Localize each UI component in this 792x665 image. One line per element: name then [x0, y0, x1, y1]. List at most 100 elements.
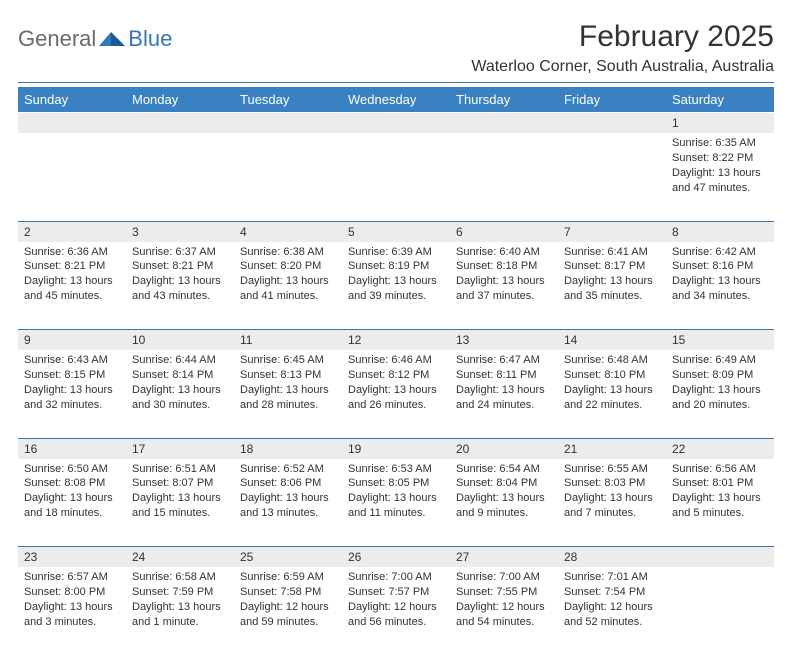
- day-number-cell: 18: [234, 438, 342, 459]
- sunrise-text: Sunrise: 6:36 AM: [24, 245, 120, 260]
- page-title: February 2025: [471, 20, 774, 54]
- day-number-cell: [450, 113, 558, 134]
- day-details-cell: Sunrise: 6:46 AMSunset: 8:12 PMDaylight:…: [342, 350, 450, 438]
- title-block: February 2025 Waterloo Corner, South Aus…: [471, 20, 774, 76]
- day-details-cell: Sunrise: 6:59 AMSunset: 7:58 PMDaylight:…: [234, 567, 342, 655]
- daylight-text: Daylight: 12 hours and 54 minutes.: [456, 600, 552, 630]
- daylight-text: Daylight: 13 hours and 41 minutes.: [240, 274, 336, 304]
- daynum-row: 2345678: [18, 221, 774, 242]
- sunset-text: Sunset: 8:04 PM: [456, 476, 552, 491]
- sunset-text: Sunset: 8:17 PM: [564, 259, 660, 274]
- logo-mark-icon: [98, 29, 126, 49]
- day-details-cell: Sunrise: 6:51 AMSunset: 8:07 PMDaylight:…: [126, 459, 234, 547]
- details-row: Sunrise: 6:35 AMSunset: 8:22 PMDaylight:…: [18, 133, 774, 221]
- day-number-cell: [18, 113, 126, 134]
- sunset-text: Sunset: 8:15 PM: [24, 368, 120, 383]
- day-details-cell: Sunrise: 6:45 AMSunset: 8:13 PMDaylight:…: [234, 350, 342, 438]
- sunset-text: Sunset: 8:07 PM: [132, 476, 228, 491]
- sunrise-text: Sunrise: 6:58 AM: [132, 570, 228, 585]
- day-details-cell: Sunrise: 7:00 AMSunset: 7:57 PMDaylight:…: [342, 567, 450, 655]
- daylight-text: Daylight: 13 hours and 47 minutes.: [672, 166, 768, 196]
- sunrise-text: Sunrise: 6:42 AM: [672, 245, 768, 260]
- sunrise-text: Sunrise: 6:57 AM: [24, 570, 120, 585]
- sunset-text: Sunset: 8:18 PM: [456, 259, 552, 274]
- sunrise-text: Sunrise: 6:54 AM: [456, 462, 552, 477]
- day-details-cell: Sunrise: 6:41 AMSunset: 8:17 PMDaylight:…: [558, 242, 666, 330]
- day-number-cell: 14: [558, 330, 666, 351]
- day-header: Sunday: [18, 87, 126, 113]
- sunrise-text: Sunrise: 6:38 AM: [240, 245, 336, 260]
- day-details-cell: [342, 133, 450, 221]
- details-row: Sunrise: 6:36 AMSunset: 8:21 PMDaylight:…: [18, 242, 774, 330]
- sunset-text: Sunset: 8:06 PM: [240, 476, 336, 491]
- header-rule: [18, 82, 774, 83]
- sunset-text: Sunset: 7:55 PM: [456, 585, 552, 600]
- sunrise-text: Sunrise: 6:37 AM: [132, 245, 228, 260]
- day-number-cell: 3: [126, 221, 234, 242]
- day-details-cell: Sunrise: 6:54 AMSunset: 8:04 PMDaylight:…: [450, 459, 558, 547]
- daylight-text: Daylight: 13 hours and 11 minutes.: [348, 491, 444, 521]
- day-details-cell: Sunrise: 6:49 AMSunset: 8:09 PMDaylight:…: [666, 350, 774, 438]
- logo: General Blue: [18, 20, 172, 52]
- day-details-cell: [18, 133, 126, 221]
- day-details-cell: Sunrise: 7:00 AMSunset: 7:55 PMDaylight:…: [450, 567, 558, 655]
- day-number-cell: 8: [666, 221, 774, 242]
- day-details-cell: Sunrise: 6:35 AMSunset: 8:22 PMDaylight:…: [666, 133, 774, 221]
- day-details-cell: [558, 133, 666, 221]
- day-number-cell: 12: [342, 330, 450, 351]
- day-details-cell: Sunrise: 6:56 AMSunset: 8:01 PMDaylight:…: [666, 459, 774, 547]
- day-number-cell: 25: [234, 547, 342, 568]
- day-header: Tuesday: [234, 87, 342, 113]
- calendar-page: General Blue February 2025 Waterloo Corn…: [0, 0, 792, 665]
- day-details-cell: Sunrise: 6:37 AMSunset: 8:21 PMDaylight:…: [126, 242, 234, 330]
- day-header: Saturday: [666, 87, 774, 113]
- day-number-cell: [666, 547, 774, 568]
- sunset-text: Sunset: 8:14 PM: [132, 368, 228, 383]
- sunset-text: Sunset: 8:10 PM: [564, 368, 660, 383]
- logo-text-general: General: [18, 26, 96, 52]
- calendar-body: 1Sunrise: 6:35 AMSunset: 8:22 PMDaylight…: [18, 113, 774, 656]
- sunset-text: Sunset: 8:21 PM: [24, 259, 120, 274]
- day-details-cell: Sunrise: 6:50 AMSunset: 8:08 PMDaylight:…: [18, 459, 126, 547]
- header: General Blue February 2025 Waterloo Corn…: [18, 20, 774, 76]
- sunrise-text: Sunrise: 6:56 AM: [672, 462, 768, 477]
- day-details-cell: Sunrise: 7:01 AMSunset: 7:54 PMDaylight:…: [558, 567, 666, 655]
- daynum-row: 9101112131415: [18, 330, 774, 351]
- daylight-text: Daylight: 13 hours and 13 minutes.: [240, 491, 336, 521]
- day-details-cell: Sunrise: 6:58 AMSunset: 7:59 PMDaylight:…: [126, 567, 234, 655]
- sunrise-text: Sunrise: 6:53 AM: [348, 462, 444, 477]
- day-header: Thursday: [450, 87, 558, 113]
- day-number-cell: 7: [558, 221, 666, 242]
- day-details-cell: Sunrise: 6:39 AMSunset: 8:19 PMDaylight:…: [342, 242, 450, 330]
- day-header: Monday: [126, 87, 234, 113]
- day-details-cell: Sunrise: 6:57 AMSunset: 8:00 PMDaylight:…: [18, 567, 126, 655]
- daylight-text: Daylight: 12 hours and 52 minutes.: [564, 600, 660, 630]
- sunset-text: Sunset: 8:13 PM: [240, 368, 336, 383]
- sunrise-text: Sunrise: 7:00 AM: [456, 570, 552, 585]
- daylight-text: Daylight: 13 hours and 35 minutes.: [564, 274, 660, 304]
- sunrise-text: Sunrise: 6:35 AM: [672, 136, 768, 151]
- day-header-row: Sunday Monday Tuesday Wednesday Thursday…: [18, 87, 774, 113]
- day-number-cell: [558, 113, 666, 134]
- details-row: Sunrise: 6:43 AMSunset: 8:15 PMDaylight:…: [18, 350, 774, 438]
- daylight-text: Daylight: 13 hours and 43 minutes.: [132, 274, 228, 304]
- day-number-cell: 19: [342, 438, 450, 459]
- daylight-text: Daylight: 13 hours and 24 minutes.: [456, 383, 552, 413]
- sunrise-text: Sunrise: 6:39 AM: [348, 245, 444, 260]
- day-details-cell: Sunrise: 6:43 AMSunset: 8:15 PMDaylight:…: [18, 350, 126, 438]
- day-details-cell: [666, 567, 774, 655]
- sunrise-text: Sunrise: 6:41 AM: [564, 245, 660, 260]
- sunrise-text: Sunrise: 7:00 AM: [348, 570, 444, 585]
- daynum-row: 232425262728: [18, 547, 774, 568]
- day-number-cell: 6: [450, 221, 558, 242]
- sunset-text: Sunset: 7:59 PM: [132, 585, 228, 600]
- details-row: Sunrise: 6:57 AMSunset: 8:00 PMDaylight:…: [18, 567, 774, 655]
- daylight-text: Daylight: 13 hours and 18 minutes.: [24, 491, 120, 521]
- day-number-cell: [126, 113, 234, 134]
- sunset-text: Sunset: 8:21 PM: [132, 259, 228, 274]
- day-number-cell: 24: [126, 547, 234, 568]
- daylight-text: Daylight: 13 hours and 28 minutes.: [240, 383, 336, 413]
- daylight-text: Daylight: 13 hours and 3 minutes.: [24, 600, 120, 630]
- day-number-cell: 22: [666, 438, 774, 459]
- daylight-text: Daylight: 13 hours and 34 minutes.: [672, 274, 768, 304]
